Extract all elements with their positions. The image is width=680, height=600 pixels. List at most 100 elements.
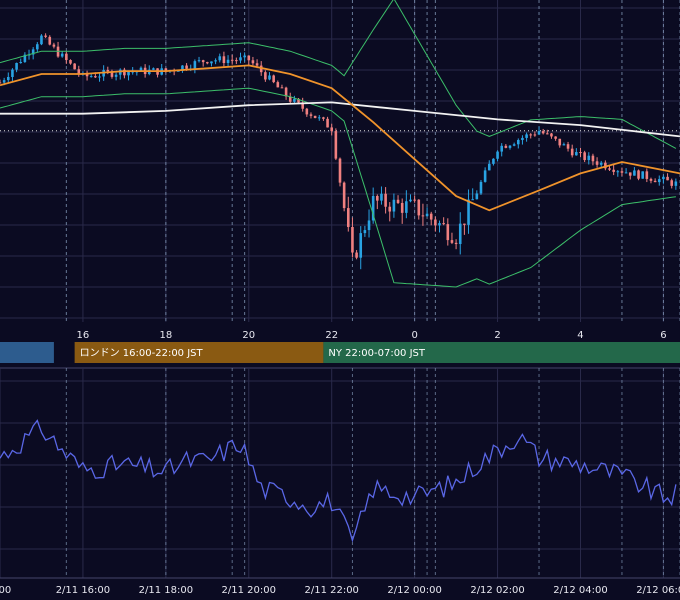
candle-body xyxy=(388,206,392,212)
candle-body xyxy=(612,169,615,172)
candle-body xyxy=(558,138,562,146)
candle-body xyxy=(230,59,234,61)
candle-body xyxy=(268,75,271,80)
candle-body xyxy=(529,134,533,136)
candle-body xyxy=(492,158,495,164)
candle-body xyxy=(322,117,325,119)
candle-body xyxy=(550,133,553,137)
candle-body xyxy=(15,62,18,70)
candle-body xyxy=(31,49,35,55)
candle-body xyxy=(193,61,197,69)
candle-body xyxy=(641,171,644,179)
candle-body xyxy=(396,199,400,203)
candle-body xyxy=(98,76,101,78)
osc-x-tick-label: 2/12 02:00 xyxy=(470,585,524,596)
candle-body xyxy=(251,60,255,64)
candle-body xyxy=(624,172,628,174)
osc-x-tick-label: 2/12 00:00 xyxy=(387,585,441,596)
candle-body xyxy=(628,172,632,176)
candle-body xyxy=(512,144,516,146)
candle-body xyxy=(384,193,387,207)
candle-body xyxy=(487,163,491,171)
candle-body xyxy=(48,36,52,45)
candle-body xyxy=(309,114,313,116)
candle-body xyxy=(235,60,238,62)
candle-body xyxy=(305,108,309,115)
candle-body xyxy=(471,199,474,201)
candle-body xyxy=(222,56,226,63)
main-x-tick-label: 6 xyxy=(660,330,666,341)
candle-body xyxy=(662,176,665,180)
candle-body xyxy=(123,69,126,76)
candle-body xyxy=(483,170,487,182)
candle-body xyxy=(496,151,499,159)
candle-body xyxy=(272,75,275,83)
candle-body xyxy=(73,63,76,70)
main-grid xyxy=(0,0,680,322)
candle-body xyxy=(674,181,678,186)
session-bar xyxy=(323,342,680,363)
candle-body xyxy=(541,131,545,134)
candle-body xyxy=(417,199,421,216)
candle-body xyxy=(392,199,396,212)
candle-body xyxy=(0,82,2,84)
candle-body xyxy=(500,145,504,152)
candle-body xyxy=(60,53,64,57)
candle-body xyxy=(77,69,81,74)
candle-body xyxy=(405,201,408,213)
candle-body xyxy=(181,65,184,71)
candle-body xyxy=(434,219,437,226)
oscillator-line xyxy=(0,419,677,543)
candle-body xyxy=(185,65,188,69)
candle-body xyxy=(546,133,549,135)
candle-body xyxy=(446,224,450,241)
candle-body xyxy=(467,199,470,225)
main-x-tick-label: 0 xyxy=(411,330,417,341)
candle-body xyxy=(657,179,661,183)
candle-body xyxy=(438,223,441,226)
candle-body xyxy=(36,44,39,50)
osc-x-tick-label: 2/12 06:00 xyxy=(636,585,680,596)
candle-body xyxy=(579,152,582,154)
candle-body xyxy=(2,80,6,83)
candle-body xyxy=(106,69,110,72)
candle-body xyxy=(89,76,93,78)
candle-body xyxy=(313,115,317,119)
candle-body xyxy=(264,72,267,80)
candle-body xyxy=(288,96,292,102)
candle-body xyxy=(376,195,379,201)
candle-body xyxy=(330,127,334,132)
candle-body xyxy=(633,170,636,176)
candle-body xyxy=(367,220,371,231)
candle-body xyxy=(645,171,649,179)
candle-body xyxy=(458,223,462,245)
candle-body xyxy=(152,68,155,70)
candle-body xyxy=(400,202,404,213)
candle-body xyxy=(575,152,578,156)
candle-body xyxy=(23,54,27,63)
candle-body xyxy=(6,76,10,81)
candle-body xyxy=(40,35,43,45)
candle-body xyxy=(583,152,586,161)
candle-body xyxy=(317,117,321,119)
bollinger-upper-line xyxy=(0,0,677,149)
candle-body xyxy=(371,195,375,221)
candle-body xyxy=(94,76,97,78)
candle-body xyxy=(599,162,603,165)
candle-body xyxy=(554,136,557,139)
candle-body xyxy=(326,118,329,128)
candle-body xyxy=(334,131,338,159)
candle-body xyxy=(255,63,259,66)
candle-body xyxy=(475,193,479,200)
candle-body xyxy=(359,233,363,258)
main-x-tick-label: 22 xyxy=(325,330,338,341)
candle-body xyxy=(570,148,574,156)
candle-body xyxy=(210,61,213,64)
candle-body xyxy=(110,71,114,77)
candle-body xyxy=(52,44,56,47)
candle-body xyxy=(616,171,620,173)
main-x-tick-label: 20 xyxy=(242,330,255,341)
candle-body xyxy=(608,168,611,170)
candle-body xyxy=(114,74,118,77)
